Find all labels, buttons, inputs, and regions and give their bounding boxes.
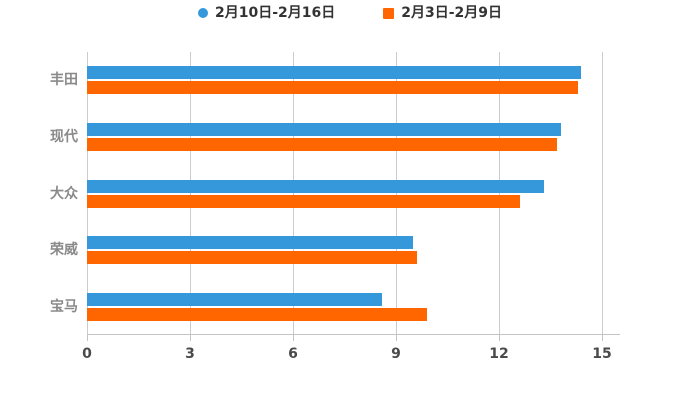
legend-label-feb3-feb9: 2月3日-2月9日 <box>401 5 503 21</box>
legend-item-feb10-feb16[interactable]: 2月10日-2月16日 <box>197 5 336 21</box>
x-axis-tick-12 <box>499 335 500 341</box>
bar-丰田-series-2[interactable] <box>87 81 578 95</box>
bar-荣威-series-1[interactable] <box>87 236 414 250</box>
category-label-3: 大众 <box>50 185 78 202</box>
bar-宝马-series-1[interactable] <box>87 292 383 306</box>
x-tick-label-6: 6 <box>288 346 298 362</box>
category-label-4: 荣威 <box>50 242 78 259</box>
x-axis-tick-9 <box>396 335 397 341</box>
bar-现代-series-1[interactable] <box>87 122 561 136</box>
gridline-x-9 <box>396 52 397 335</box>
category-label-2: 现代 <box>50 128 78 145</box>
bar-宝马-series-2[interactable] <box>87 307 427 321</box>
category-label-1: 丰田 <box>50 72 78 89</box>
chart-legend: 2月10日-2月16日 2月3日-2月9日 <box>0 6 700 20</box>
bar-荣威-series-2[interactable] <box>87 251 417 265</box>
bar-大众-series-1[interactable] <box>87 179 544 193</box>
x-tick-label-15: 15 <box>592 346 612 362</box>
category-label-5: 宝马 <box>50 298 78 315</box>
x-axis-tick-3 <box>190 335 191 341</box>
gridline-x-12 <box>499 52 500 335</box>
x-axis-line <box>87 334 620 335</box>
gridline-x-0 <box>87 52 88 335</box>
bar-现代-series-2[interactable] <box>87 137 558 151</box>
legend-item-feb3-feb9[interactable]: 2月3日-2月9日 <box>383 6 502 20</box>
legend-circle-marker-icon <box>197 8 208 18</box>
legend-square-marker-icon <box>383 7 395 19</box>
x-tick-label-9: 9 <box>391 346 401 362</box>
legend-label-feb10-feb16: 2月10日-2月16日 <box>214 5 336 21</box>
x-tick-label-12: 12 <box>489 346 509 362</box>
gridline-x-15 <box>602 52 603 335</box>
bar-丰田-series-1[interactable] <box>87 66 582 80</box>
gridline-x-6 <box>293 52 294 335</box>
x-tick-label-3: 3 <box>185 346 195 362</box>
plot-area: 0 3 6 9 12 15 丰田现代大众荣威宝马 <box>50 52 620 361</box>
bar-大众-series-2[interactable] <box>87 194 520 208</box>
x-axis-tick-15 <box>602 335 603 341</box>
x-tick-label-0: 0 <box>82 346 92 362</box>
gridline-x-3 <box>190 52 191 335</box>
x-axis-tick-0 <box>87 335 88 341</box>
x-axis-tick-6 <box>293 335 294 341</box>
